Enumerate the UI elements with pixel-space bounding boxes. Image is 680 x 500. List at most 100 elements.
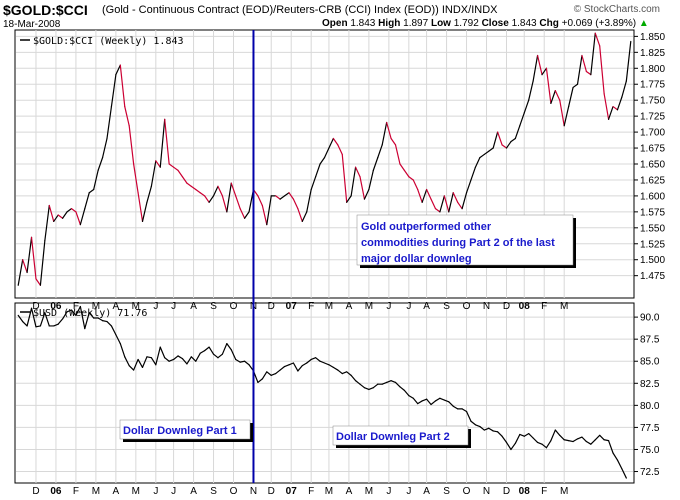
- usd-line-segment: [84, 312, 90, 330]
- gold-line-segment: [328, 137, 334, 149]
- usd-x-tick-label: M: [560, 486, 568, 497]
- gold-line-segment: [124, 105, 130, 127]
- gold-line-segment: [541, 67, 548, 76]
- usd-line-segment: [30, 307, 37, 328]
- gold-line-segment: [230, 182, 237, 197]
- gold-x-tick-label: D: [268, 301, 275, 312]
- gold-line-segment: [368, 169, 374, 191]
- usd-panel-frame: [14, 302, 635, 484]
- usd-x-tick-label: J: [171, 486, 176, 497]
- gold-line-segment: [572, 83, 579, 89]
- chart-date: 18-Mar-2008: [3, 19, 61, 30]
- gold-line-segment: [399, 163, 405, 171]
- gold-line-segment: [403, 169, 410, 178]
- gold-line-segment: [621, 80, 627, 98]
- usd-y-tick-label: 72.5: [640, 467, 660, 478]
- gold-line-segment: [563, 105, 570, 127]
- gold-line-segment: [115, 64, 121, 76]
- usd-x-tick-label: A: [190, 486, 197, 497]
- gold-line-segment: [559, 99, 565, 127]
- gold-line-segment: [332, 137, 339, 146]
- part1-box: [119, 419, 251, 440]
- usd-line-segment: [301, 362, 308, 367]
- usd-x-tick-label: F: [308, 486, 314, 497]
- close-value: 1.843: [511, 18, 537, 29]
- usd-line-segment: [328, 364, 334, 369]
- usd-line-segment: [53, 323, 59, 327]
- usd-line-segment: [523, 432, 530, 437]
- gold-line-segment: [301, 211, 308, 223]
- usd-line-segment: [146, 356, 152, 359]
- usd-line-segment: [430, 400, 437, 406]
- usd-x-tick-label: J: [406, 486, 411, 497]
- gold-line-segment: [363, 188, 370, 200]
- gold-line-segment: [425, 188, 432, 200]
- usd-line-segment: [443, 399, 450, 403]
- usd-legend: $USD (Weekly) 71.76: [20, 308, 147, 319]
- gold-line-segment: [310, 176, 317, 191]
- gold-y-tick-label: 1.850: [640, 32, 665, 43]
- gold-line-segment: [354, 166, 361, 178]
- usd-line-segment: [568, 440, 574, 443]
- gold-x-tick-label: 06: [50, 301, 62, 312]
- gold-y-tick-label: 1.775: [640, 80, 665, 91]
- usd-line-segment: [390, 380, 397, 384]
- usd-line-segment: [283, 364, 290, 368]
- gold-line-segment: [452, 192, 459, 203]
- gold-line-segment: [44, 204, 50, 242]
- gold-line-segment: [297, 208, 303, 223]
- gold-line-segment: [159, 118, 166, 168]
- usd-line-segment: [461, 408, 468, 413]
- usd-line-segment: [279, 365, 286, 371]
- gold-x-tick-label: A: [190, 301, 197, 312]
- gold-line-segment: [66, 208, 73, 213]
- chg-value: +0.069 (+3.89%): [561, 18, 637, 29]
- usd-line-segment: [66, 309, 73, 313]
- gold-y-tick-label: 1.500: [640, 255, 665, 266]
- gold-line-segment: [239, 208, 246, 219]
- usd-line-segment: [204, 346, 210, 352]
- usd-x-tick-label: M: [365, 486, 373, 497]
- gold-x-tick-label: J: [153, 301, 158, 312]
- gold-line-segment: [528, 80, 534, 101]
- gold-y-tick-label: 1.725: [640, 112, 665, 123]
- gold-line-segment: [554, 90, 561, 101]
- usd-line-segment: [79, 305, 86, 330]
- open-label: Open: [322, 18, 348, 29]
- gold-line-segment: [434, 208, 441, 213]
- usd-line-segment: [497, 431, 503, 437]
- gold-line-segment: [217, 185, 224, 197]
- gold-line-segment: [235, 195, 241, 210]
- usd-line-segment: [381, 381, 388, 385]
- usd-x-tick-label: 07: [286, 486, 298, 497]
- usd-line-segment: [528, 432, 534, 439]
- usd-line-segment: [599, 434, 605, 441]
- gold-line-segment: [257, 195, 263, 207]
- gold-line-segment: [141, 201, 148, 223]
- usd-line-segment: [554, 429, 561, 436]
- usd-line-segment: [594, 434, 601, 441]
- usd-line-segment: [128, 365, 135, 371]
- usd-line-segment: [315, 357, 321, 362]
- usd-x-tick-label: N: [250, 486, 257, 497]
- gold-line-segment: [350, 166, 357, 197]
- gold-line-segment: [88, 188, 95, 194]
- gold-line-segment: [226, 182, 232, 213]
- gold-line-segment: [62, 211, 68, 219]
- usd-y-tick-label: 85.0: [640, 357, 660, 368]
- gold-line-segment: [164, 118, 170, 165]
- gold-line-segment: [279, 195, 286, 200]
- gold-y-tick-label: 1.525: [640, 239, 665, 250]
- usd-x-tick-label: A: [113, 486, 120, 497]
- gold-x-tick-label: O: [463, 301, 471, 312]
- usd-line-segment: [35, 325, 42, 328]
- gold-line-segment: [186, 182, 192, 187]
- gold-y-tick-label: 1.675: [640, 144, 665, 155]
- usd-line-segment: [226, 342, 232, 351]
- chart-description: (Gold - Continuous Contract (EOD)/Reuter…: [102, 4, 498, 16]
- gold-x-tick-label: D: [503, 301, 510, 312]
- gold-line-segment: [133, 163, 139, 194]
- usd-line-segment: [403, 389, 410, 397]
- gold-line-segment: [457, 201, 463, 210]
